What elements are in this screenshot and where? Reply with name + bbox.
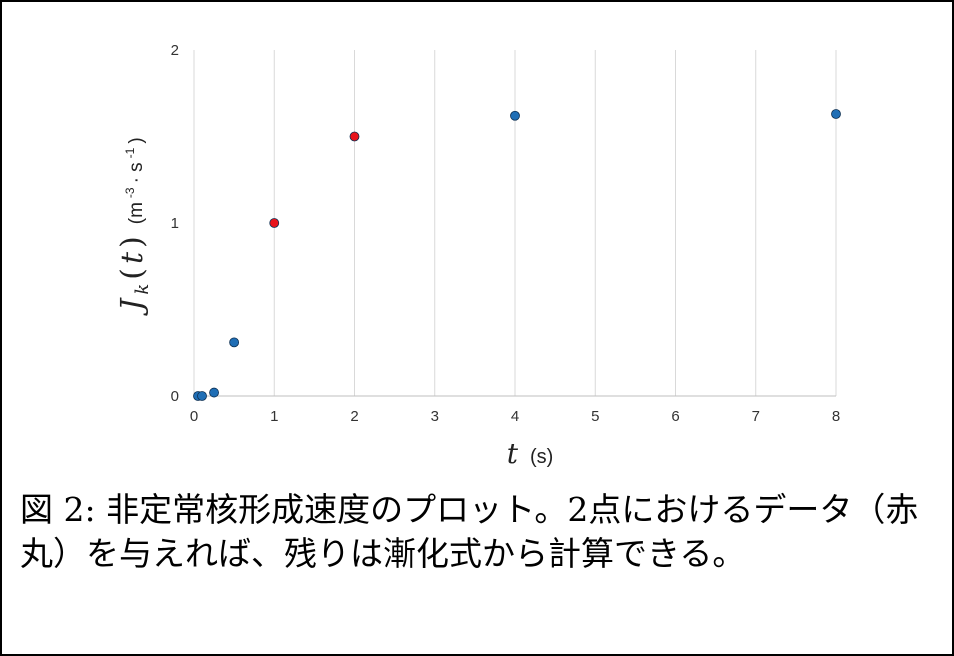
y-tick-label: 0 (171, 388, 179, 405)
x-tick-label: 7 (752, 408, 760, 425)
y-tick-labels: 0 1 2 (171, 42, 179, 405)
x-tick-label: 8 (832, 408, 840, 425)
data-point (510, 110, 520, 121)
x-tick-label: 6 (671, 408, 679, 425)
x-tick-label: 0 (190, 408, 198, 425)
y-tick-label: 2 (171, 42, 179, 59)
data-point (209, 387, 219, 398)
data-point (269, 218, 280, 228)
data-point (229, 337, 240, 348)
data-point (831, 109, 841, 119)
x-axis-unit: (s) (530, 446, 553, 468)
x-tick-label: 1 (270, 408, 278, 425)
x-tick-label: 4 (511, 408, 519, 425)
x-tick-label: 3 (431, 408, 439, 425)
y-axis-label: J k ( t ) (m -3 · s -1 ) (115, 137, 153, 316)
y-axis-open-paren: ( (115, 268, 150, 280)
y-axis-subscript: k (132, 284, 153, 295)
x-axis-variable: t (507, 437, 519, 470)
y-axis-unit-pre: (m (126, 202, 147, 224)
figure-caption: 図 2: 非定常核形成速度のプロット。2点におけるデータ（赤丸）を与えれば、残り… (20, 490, 919, 573)
y-axis-unit-post: ) (126, 137, 147, 143)
data-point (349, 131, 360, 142)
x-axis-label: t (s) (507, 437, 554, 470)
x-tick-labels: 0 1 2 3 4 5 6 7 8 (190, 408, 840, 425)
y-axis-argument: t (115, 251, 150, 264)
y-axis-unit-sup2: -1 (123, 147, 137, 158)
x-tick-label: 2 (350, 408, 358, 425)
grid-lines (193, 50, 837, 397)
data-points (193, 109, 841, 401)
x-tick-label: 5 (591, 408, 599, 425)
y-axis-variable: J (115, 297, 150, 317)
y-axis-unit-sup1: -3 (123, 187, 137, 198)
data-point (197, 391, 207, 401)
y-axis-unit-mid: · s (126, 162, 147, 183)
scatter-chart: 0 1 2 3 4 5 6 7 8 0 1 2 t (s) J k ( t ) (m -3 · s … (115, 42, 841, 470)
y-tick-label: 1 (171, 215, 179, 232)
y-axis-close-paren: ) (115, 236, 150, 248)
